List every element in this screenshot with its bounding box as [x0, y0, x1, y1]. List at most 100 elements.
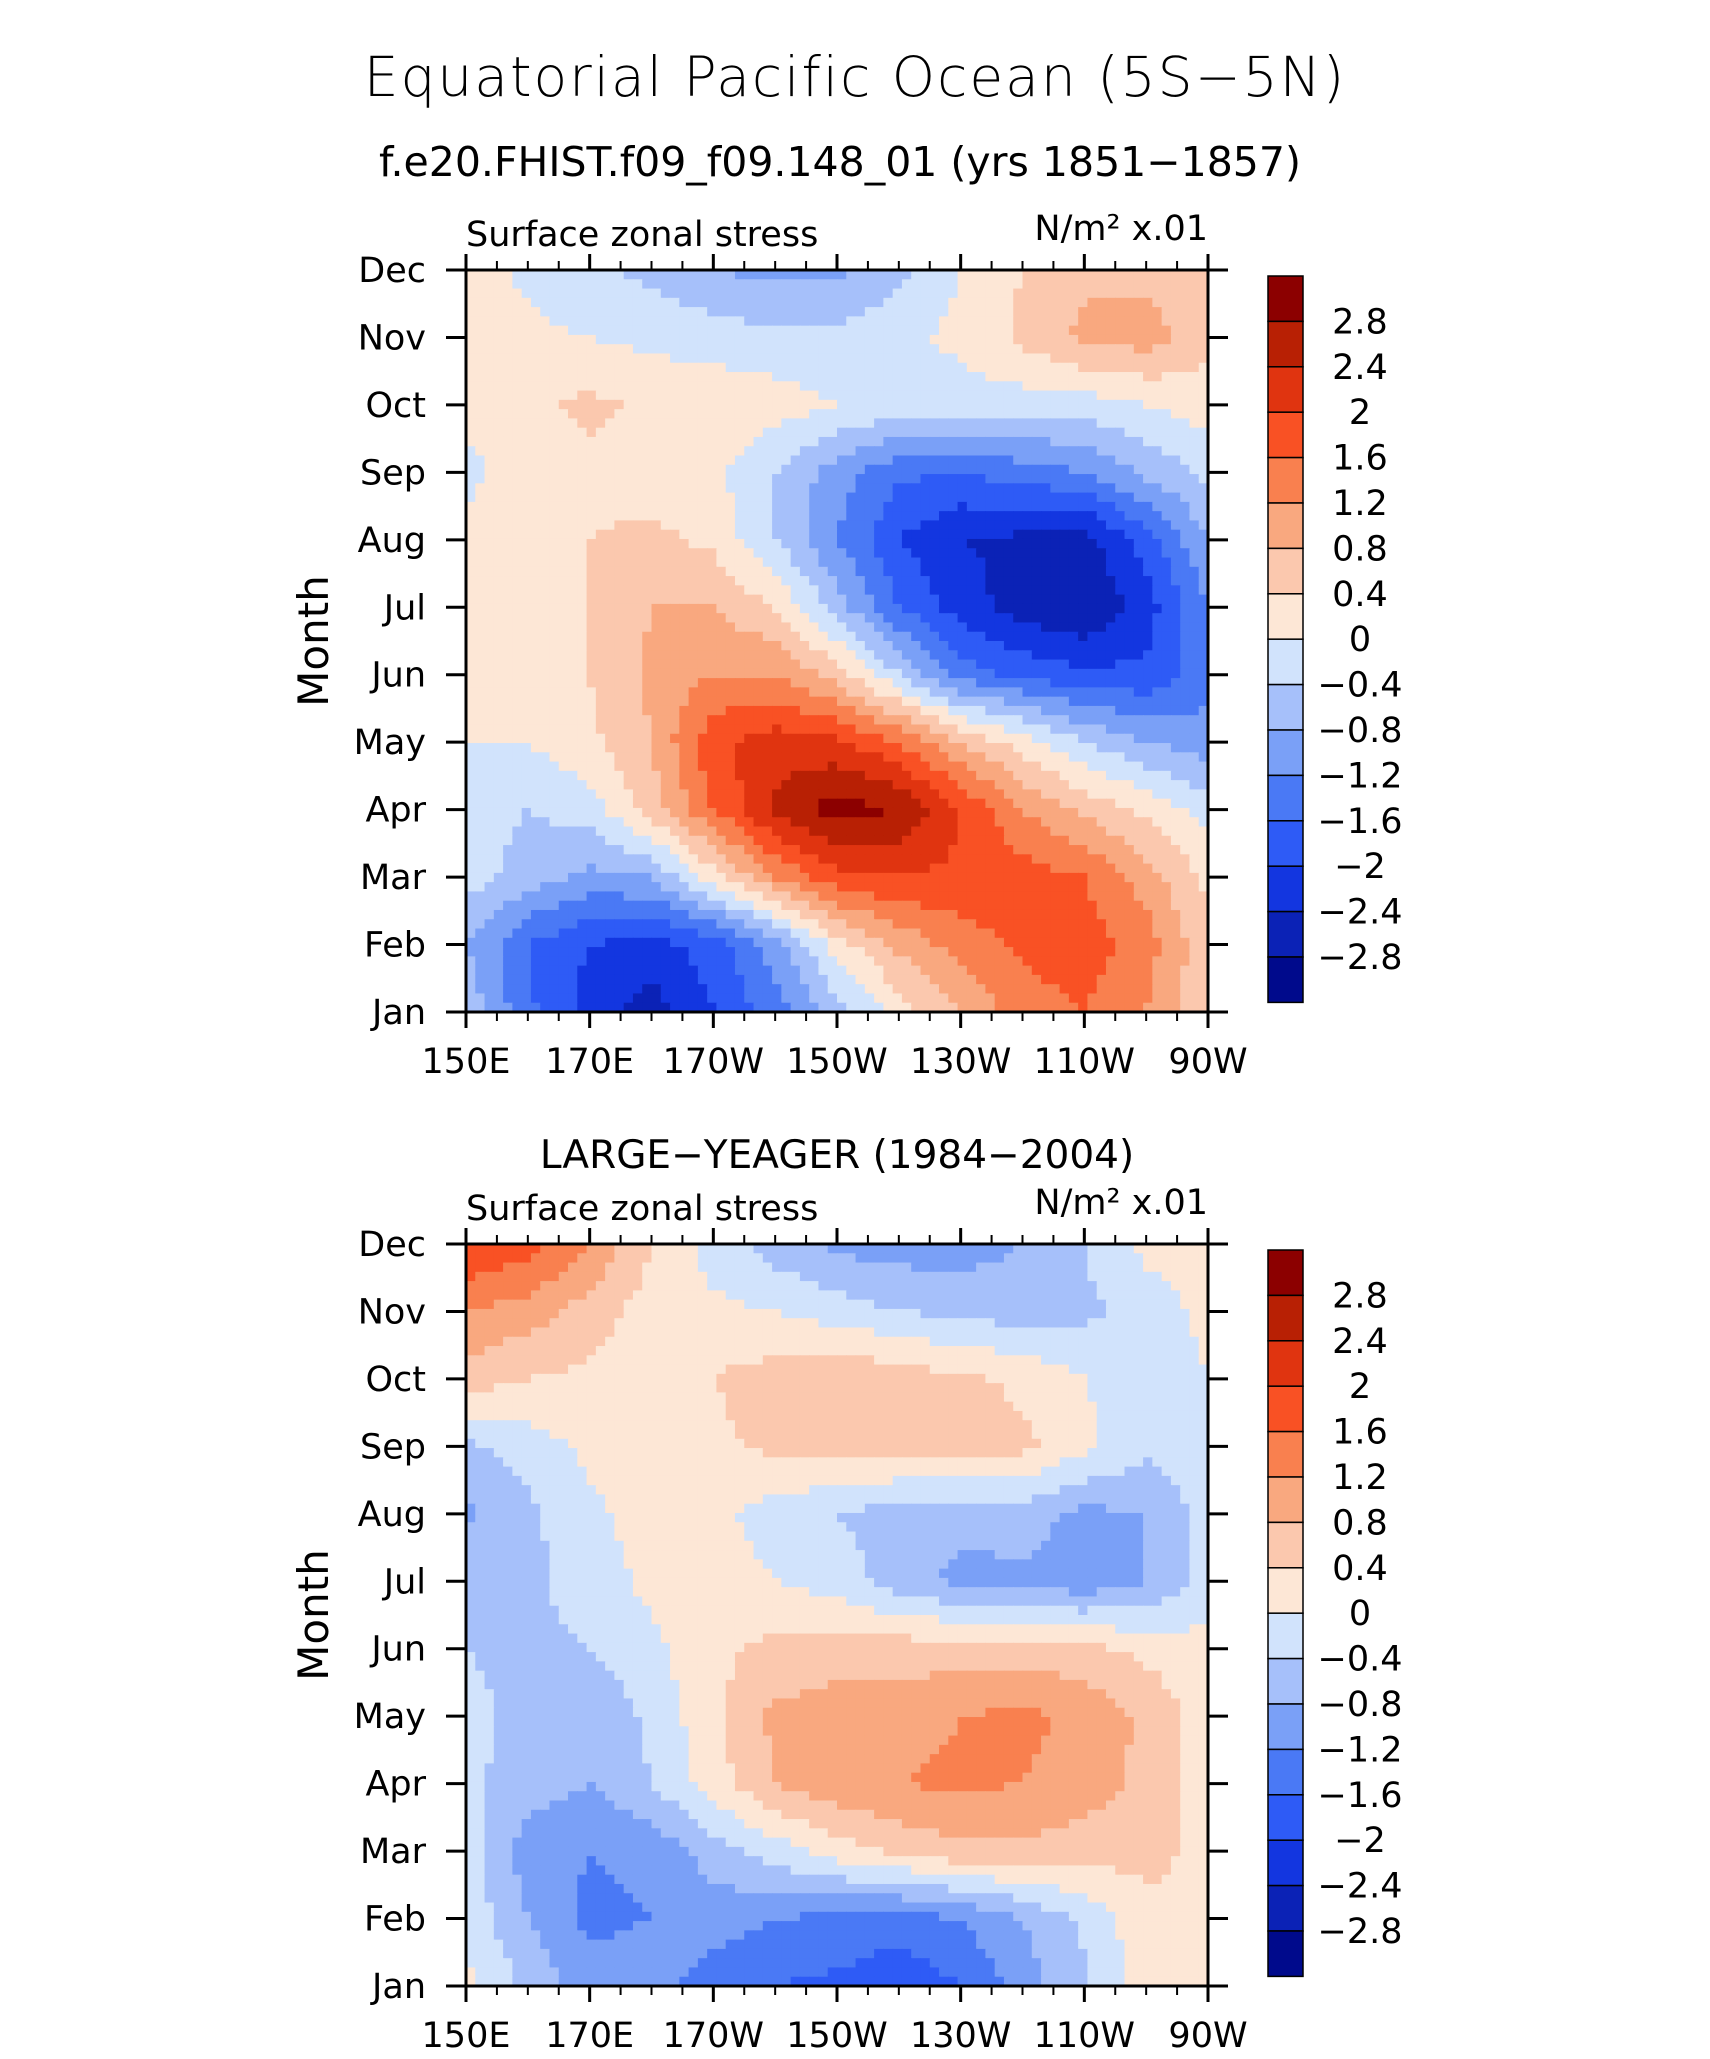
contour-cell [734, 353, 745, 364]
contour-cell [1161, 529, 1172, 540]
contour-cell [911, 538, 922, 549]
contour-cell [521, 594, 532, 605]
contour-cell [818, 613, 829, 624]
contour-cell [1143, 511, 1153, 522]
contour-cell [874, 789, 884, 800]
contour-cell [781, 668, 792, 679]
contour-cell [994, 474, 1005, 484]
contour-cell [892, 381, 903, 392]
contour-cell [976, 501, 987, 512]
contour-cell [1161, 362, 1172, 373]
contour-cell [837, 492, 847, 503]
contour-cell [632, 483, 643, 494]
contour-cell [577, 381, 588, 392]
contour-cell [827, 409, 838, 420]
contour-cell [493, 743, 504, 753]
contour-cell [818, 446, 829, 457]
contour-cell [1059, 409, 1070, 420]
contour-cell [809, 733, 820, 744]
contour-cell [762, 678, 773, 688]
contour-cell [957, 288, 968, 299]
contour-cell [679, 826, 690, 837]
contour-cell [901, 418, 912, 429]
contour-cell [734, 752, 745, 763]
contour-cell [1152, 613, 1163, 624]
contour-cell [911, 436, 922, 447]
contour-cell [1068, 724, 1079, 735]
contour-cell [1143, 687, 1153, 698]
contour-cell [1198, 659, 1209, 670]
contour-cell [790, 270, 801, 280]
contour-cell [679, 733, 690, 744]
contour-cell [827, 585, 838, 596]
contour-cell [623, 696, 634, 707]
contour-cell [744, 733, 755, 744]
contour-cell [929, 826, 940, 837]
contour-cell [753, 585, 764, 596]
contour-cell [939, 390, 949, 401]
contour-cell [623, 576, 634, 586]
contour-cell [734, 279, 745, 290]
contour-cell [1068, 631, 1079, 642]
contour-cell [790, 390, 801, 401]
contour-cell [939, 362, 949, 373]
contour-cell [614, 752, 625, 763]
contour-cell [939, 817, 949, 828]
contour-cell [707, 807, 718, 818]
contour-cell [864, 659, 875, 670]
contour-cell [753, 492, 764, 503]
contour-cell [1013, 334, 1024, 345]
contour-cell [837, 325, 847, 336]
contour-cell [994, 538, 1005, 549]
contour-cell [1078, 789, 1089, 800]
contour-cell [846, 761, 857, 772]
contour-cell [874, 511, 884, 522]
contour-cell [1180, 798, 1191, 809]
contour-cell [1198, 501, 1209, 512]
contour-cell [679, 501, 690, 512]
contour-cell [734, 650, 745, 661]
contour-cell [976, 576, 987, 586]
contour-cell [623, 603, 634, 614]
contour-cell [1198, 464, 1209, 475]
contour-cell [688, 678, 699, 688]
contour-cell [660, 752, 671, 763]
contour-cell [1022, 650, 1033, 661]
contour-cell [697, 334, 708, 345]
contour-cell [734, 715, 745, 726]
contour-cell [837, 817, 847, 828]
contour-cell [1059, 529, 1070, 540]
contour-cell [1105, 770, 1116, 781]
contour-cell [1152, 548, 1163, 559]
contour-cell [632, 594, 643, 605]
contour-cell [1068, 474, 1079, 484]
contour-cell [697, 817, 708, 828]
contour-cell [493, 279, 504, 290]
contour-cell [707, 390, 718, 401]
contour-cell [929, 622, 940, 633]
contour-cell [679, 798, 690, 809]
contour-cell [614, 566, 625, 577]
contour-cell [632, 641, 643, 651]
contour-cell [623, 529, 634, 540]
contour-cell [1013, 307, 1024, 317]
contour-cell [651, 381, 662, 392]
contour-cell [1068, 325, 1079, 336]
contour-cell [1170, 316, 1181, 327]
contour-cell [762, 353, 773, 364]
contour-cell [716, 501, 727, 512]
contour-cell [540, 334, 551, 345]
contour-cell [1087, 436, 1098, 447]
contour-cell [809, 455, 820, 466]
contour-cell [1078, 807, 1089, 818]
contour-cell [1152, 724, 1163, 735]
contour-cell [901, 696, 912, 707]
contour-cell [577, 464, 588, 475]
contour-cell [901, 576, 912, 586]
contour-cell [530, 835, 541, 846]
contour-cell [1198, 279, 1209, 290]
contour-cell [846, 557, 857, 568]
contour-cell [1143, 548, 1153, 559]
contour-cell [586, 622, 597, 633]
contour-cell [1198, 733, 1209, 744]
